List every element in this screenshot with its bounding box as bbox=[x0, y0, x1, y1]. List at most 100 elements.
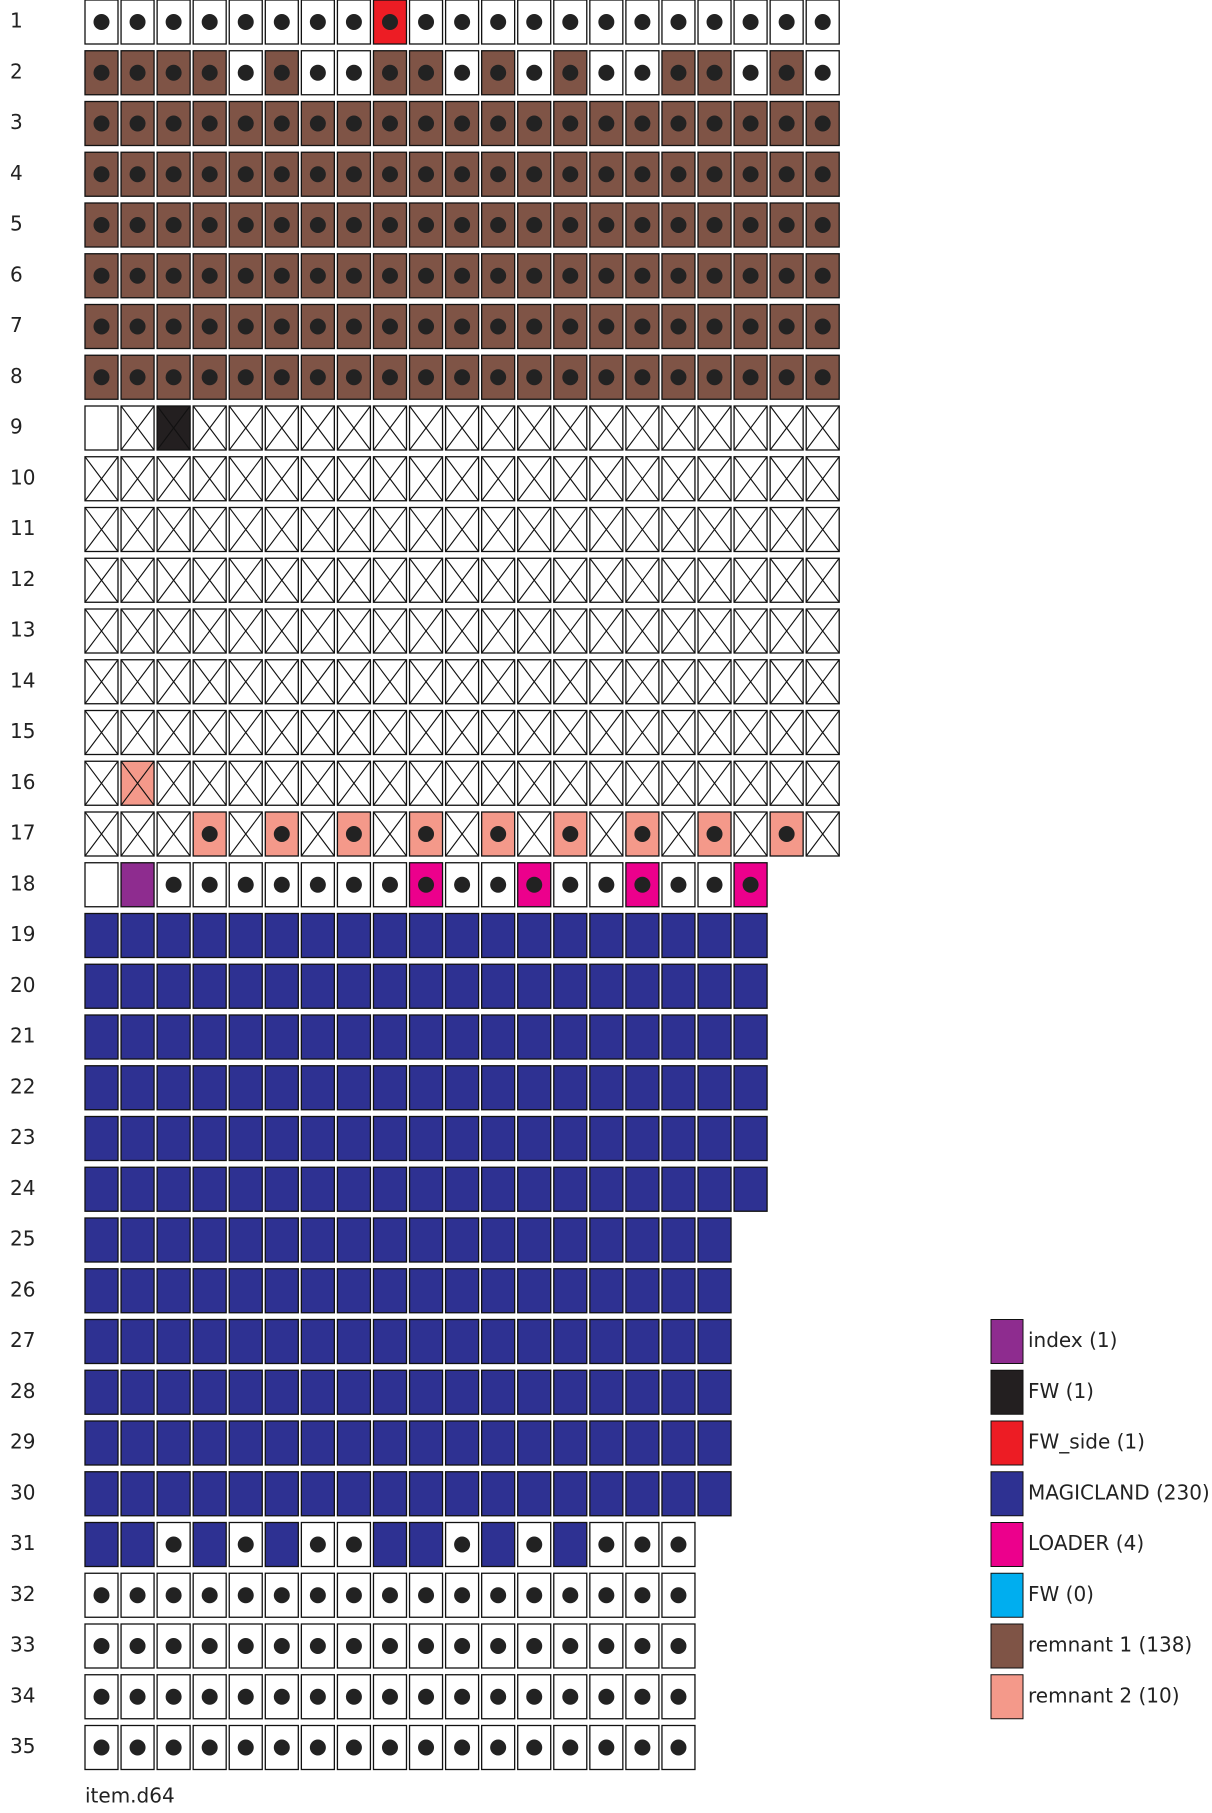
block-cross bbox=[769, 710, 804, 755]
block-dot bbox=[778, 826, 795, 842]
block-cross bbox=[625, 659, 660, 705]
block bbox=[120, 963, 155, 1009]
block-cross bbox=[805, 659, 840, 705]
block-dot bbox=[345, 14, 362, 30]
block-cross bbox=[300, 710, 335, 755]
block-dot bbox=[345, 115, 362, 132]
block-dot bbox=[165, 1536, 182, 1553]
block-dot bbox=[273, 826, 290, 842]
block-cross bbox=[769, 456, 804, 502]
block-dot bbox=[93, 369, 110, 386]
block bbox=[228, 1166, 263, 1212]
block bbox=[336, 1268, 372, 1314]
block-dot bbox=[526, 1587, 543, 1604]
block bbox=[553, 1014, 588, 1060]
block-cross bbox=[589, 710, 624, 755]
block-dot bbox=[634, 14, 651, 30]
row-label: 14 bbox=[10, 668, 35, 692]
block-dot bbox=[598, 1536, 615, 1553]
block-cross bbox=[373, 811, 407, 857]
block-cross bbox=[373, 659, 407, 705]
block bbox=[697, 1471, 732, 1517]
block bbox=[589, 1217, 624, 1263]
block-dot bbox=[93, 64, 110, 81]
block-dot bbox=[454, 115, 471, 132]
block-cross bbox=[192, 710, 227, 755]
block bbox=[661, 50, 696, 96]
block bbox=[733, 1115, 768, 1162]
row-label: 28 bbox=[10, 1379, 35, 1403]
block-cross bbox=[445, 456, 480, 502]
block bbox=[228, 1115, 263, 1162]
block bbox=[228, 1014, 263, 1060]
block-cross bbox=[625, 760, 660, 806]
block-dot bbox=[165, 1587, 182, 1604]
block bbox=[156, 1065, 191, 1111]
block-dot bbox=[237, 267, 254, 284]
block bbox=[120, 1318, 155, 1365]
block-cross bbox=[625, 710, 660, 755]
block-dot bbox=[454, 318, 471, 335]
block-dot bbox=[129, 1688, 146, 1705]
block-dot bbox=[814, 115, 831, 132]
block-cross bbox=[589, 557, 624, 603]
block-dot bbox=[490, 166, 507, 183]
block-dot bbox=[598, 1688, 615, 1705]
block-cross bbox=[481, 608, 516, 654]
block-cross bbox=[481, 710, 516, 755]
block-dot bbox=[237, 1536, 254, 1553]
block-dot bbox=[634, 876, 651, 893]
block-dot bbox=[93, 267, 110, 284]
block-dot bbox=[814, 64, 831, 81]
block-dot bbox=[706, 826, 723, 842]
row-label: 29 bbox=[10, 1430, 35, 1454]
block-dot bbox=[670, 166, 687, 183]
block-cross bbox=[156, 507, 191, 552]
block-dot bbox=[418, 1587, 435, 1604]
block-dot bbox=[165, 1688, 182, 1705]
block-cross bbox=[733, 710, 768, 755]
block-cross bbox=[445, 811, 480, 857]
block-dot bbox=[418, 1739, 435, 1756]
block-dot bbox=[454, 876, 471, 893]
block-dot bbox=[742, 876, 759, 893]
block bbox=[481, 1065, 516, 1111]
block bbox=[192, 1724, 227, 1771]
block bbox=[192, 303, 227, 350]
block bbox=[300, 1115, 336, 1162]
block-cross bbox=[120, 760, 155, 806]
block bbox=[120, 1521, 155, 1568]
block-dot bbox=[490, 1739, 507, 1756]
block-cross bbox=[156, 659, 191, 705]
block bbox=[228, 963, 263, 1009]
block-dot bbox=[634, 1587, 651, 1604]
block-dot bbox=[454, 267, 471, 284]
block bbox=[300, 912, 336, 959]
block-dot bbox=[93, 1688, 110, 1705]
block-dot bbox=[273, 14, 290, 30]
block-cross bbox=[805, 760, 840, 806]
block-dot bbox=[598, 166, 615, 183]
block bbox=[228, 1420, 263, 1466]
block-dot bbox=[237, 1739, 254, 1756]
block-cross bbox=[336, 405, 371, 451]
block-dot bbox=[490, 267, 507, 284]
block-dot bbox=[670, 876, 687, 893]
block-dot bbox=[201, 217, 218, 233]
block-dot bbox=[634, 1638, 651, 1654]
row-label: 34 bbox=[10, 1683, 35, 1707]
block-cross bbox=[156, 760, 191, 806]
legend-swatch bbox=[990, 1674, 1024, 1720]
block bbox=[372, 912, 408, 959]
block bbox=[733, 1166, 768, 1212]
block-cross bbox=[769, 557, 804, 603]
block-cross bbox=[733, 456, 768, 502]
block bbox=[661, 963, 696, 1009]
block-cross bbox=[84, 456, 119, 502]
row-label: 2 bbox=[10, 59, 23, 83]
block-cross bbox=[805, 811, 840, 857]
block-dot bbox=[273, 1688, 290, 1705]
block-cross bbox=[553, 507, 588, 552]
block bbox=[517, 963, 552, 1009]
